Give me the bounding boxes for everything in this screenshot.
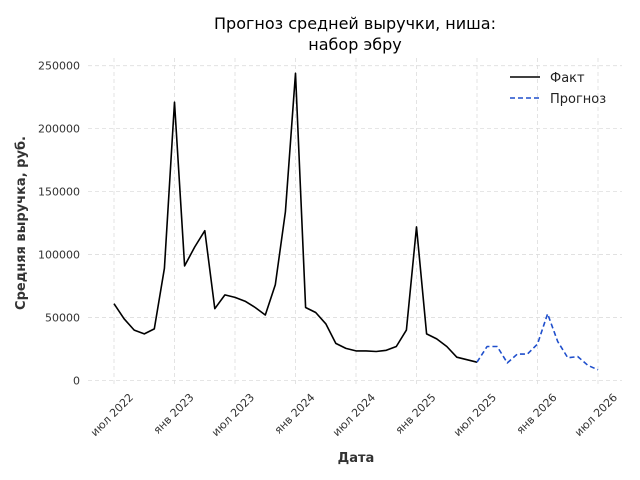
x-tick-label: янв 2026 bbox=[514, 391, 560, 437]
y-axis-ticks: 0 50000 100000 150000 200000 250000 bbox=[38, 60, 80, 388]
y-tick-label: 250000 bbox=[38, 60, 80, 73]
x-axis-label: Дата bbox=[338, 451, 375, 466]
series-lines bbox=[113, 72, 599, 371]
y-tick-label: 50000 bbox=[45, 312, 80, 325]
y-tick-label: 100000 bbox=[38, 249, 80, 262]
chart-title-line-2: набор эбру bbox=[308, 35, 401, 54]
series-line-0 bbox=[113, 72, 478, 363]
y-axis-label: Средняя выручка, руб. bbox=[14, 136, 29, 310]
x-tick-label: июл 2022 bbox=[88, 391, 136, 439]
x-tick-label: июл 2023 bbox=[209, 391, 257, 439]
series-line-1 bbox=[476, 312, 599, 371]
legend-label-forecast: Прогноз bbox=[550, 92, 606, 107]
x-tick-label: июл 2024 bbox=[330, 391, 378, 439]
x-tick-label: июл 2026 bbox=[572, 391, 620, 439]
x-tick-label: янв 2023 bbox=[151, 391, 197, 437]
legend-label-fact: Факт bbox=[550, 71, 585, 86]
x-tick-label: янв 2025 bbox=[393, 391, 439, 437]
x-axis-ticks: июл 2022 янв 2023 июл 2023 янв 2024 июл 2024… bbox=[88, 391, 620, 439]
y-tick-label: 200000 bbox=[38, 123, 80, 136]
grid bbox=[88, 58, 622, 384]
x-tick-label: янв 2024 bbox=[272, 391, 318, 437]
x-tick-label: июл 2025 bbox=[451, 391, 499, 439]
y-tick-label: 150000 bbox=[38, 186, 80, 199]
y-tick-label: 0 bbox=[73, 375, 80, 388]
legend: Факт Прогноз bbox=[510, 71, 606, 107]
chart-title-line-1: Прогноз средней выручки, ниша: bbox=[214, 14, 496, 33]
